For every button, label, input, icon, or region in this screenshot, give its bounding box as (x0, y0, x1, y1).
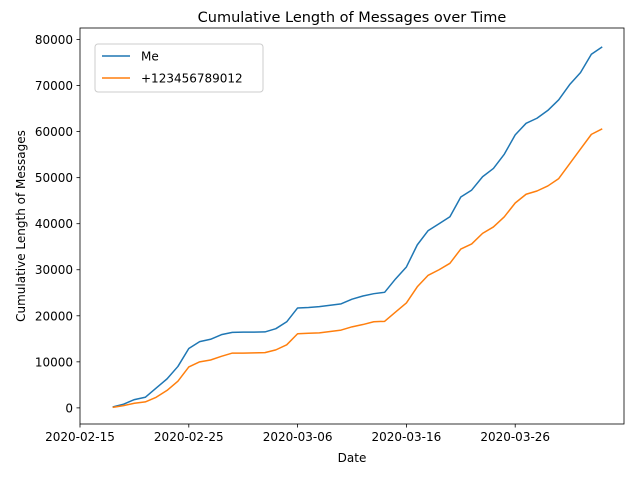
plot-frame (79, 27, 625, 425)
x-tick-label: 2020-03-26 (480, 430, 550, 444)
legend: Me +123456789012 (94, 43, 264, 93)
legend-label-1: Me (141, 50, 159, 64)
y-tick-label: 70000 (35, 79, 73, 93)
x-tick-label: 2020-03-16 (372, 430, 442, 444)
y-axis-label: Cumulative Length of Messages (14, 130, 28, 322)
y-tick-label: 0 (65, 401, 73, 415)
legend-box (94, 43, 264, 93)
chart-title: Cumulative Length of Messages over Time (198, 10, 507, 26)
y-tick-label: 60000 (35, 125, 73, 139)
y-tick-label: 40000 (35, 217, 73, 231)
y-tick-label: 10000 (35, 355, 73, 369)
series-line-1 (112, 46, 603, 408)
y-tick-label: 50000 (35, 171, 73, 185)
y-tick-label: 80000 (35, 33, 73, 47)
x-tick-label: 2020-02-15 (45, 430, 115, 444)
x-tick-label: 2020-02-25 (154, 430, 224, 444)
y-tick-label: 30000 (35, 263, 73, 277)
x-tick-label: 2020-03-06 (263, 430, 333, 444)
legend-label-2: +123456789012 (141, 72, 243, 86)
x-axis-label: Date (338, 451, 367, 465)
series-line-2 (112, 128, 603, 409)
y-tick-label: 20000 (35, 309, 73, 323)
